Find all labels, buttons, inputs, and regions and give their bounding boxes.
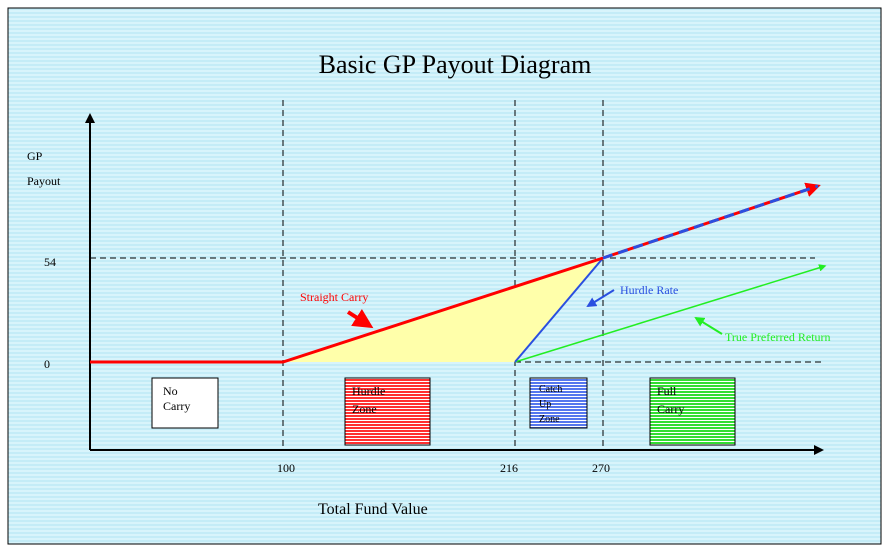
- guides: [90, 100, 825, 450]
- zone-box: [649, 377, 736, 446]
- zone-label: Hurdle: [352, 384, 385, 398]
- y-axis-label: Payout: [27, 174, 61, 188]
- y-axis-label: GP: [27, 149, 43, 163]
- annotation: True Preferred Return: [725, 330, 831, 344]
- x-label: 270: [592, 461, 610, 475]
- hurdle-line: [514, 257, 604, 363]
- zone-box: [529, 377, 588, 429]
- zone-label: Catch: [539, 384, 562, 395]
- y-label: 0: [44, 357, 50, 371]
- x-axis-label: Total Fund Value: [318, 501, 428, 518]
- x-label: 100: [277, 461, 295, 475]
- x-label: 216: [500, 461, 518, 475]
- annotation-arrow: [346, 308, 374, 329]
- zone-label: Carry: [163, 399, 190, 413]
- annotation-arrow: [586, 289, 615, 308]
- zone-label: Zone: [539, 414, 560, 425]
- title: Basic GP Payout Diagram: [319, 50, 592, 79]
- annotation: Straight Carry: [300, 290, 368, 304]
- zone-box: [344, 377, 431, 446]
- dashed-hurdle: [602, 184, 819, 260]
- preferred-line: [514, 264, 827, 363]
- zone-box: [151, 377, 219, 429]
- zone-label: Zone: [352, 402, 377, 416]
- zone-label: Up: [539, 399, 551, 410]
- annotation: Hurdle Rate: [620, 283, 678, 297]
- y-label: 54: [44, 255, 56, 269]
- annotation-arrow: [694, 316, 723, 335]
- frame: [7, 7, 882, 545]
- zone-label: Full: [657, 384, 677, 398]
- zone-label: No: [163, 384, 178, 398]
- zone-label: Carry: [657, 402, 684, 416]
